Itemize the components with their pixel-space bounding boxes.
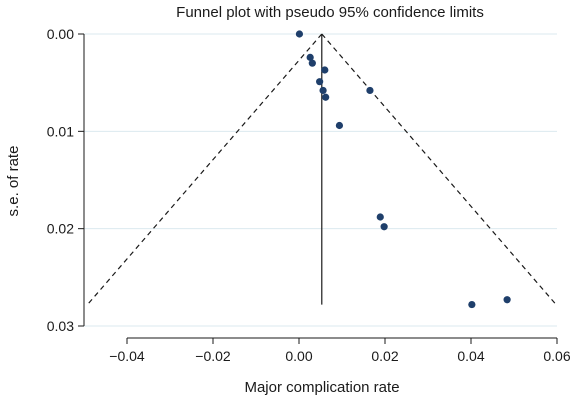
data-point-8	[335, 121, 344, 130]
data-point-10	[380, 223, 388, 231]
x-tick-label-5: 0.06	[543, 348, 570, 364]
x-tick-label-0: −0.04	[109, 348, 145, 364]
axes: 0.00 0.01 0.02 0.03 −0.04 −0.02 0.00 0.02 0.04 0.…	[47, 26, 570, 364]
y-tick-label-1: 0.01	[47, 123, 74, 139]
upper-confidence-limit	[321, 33, 557, 305]
data-point-6	[322, 93, 330, 101]
x-tick-label-1: −0.02	[195, 348, 231, 364]
gridlines	[84, 33, 557, 327]
funnel-lines	[87, 33, 557, 305]
y-tick-label-3: 0.03	[47, 318, 74, 334]
x-axis-label: Major complication rate	[244, 379, 399, 396]
data-point-4	[316, 78, 324, 86]
data-point-9	[376, 213, 384, 221]
lower-confidence-limit	[87, 33, 323, 305]
y-axis-label: s.e. of rate	[5, 146, 22, 217]
y-tick-label-2: 0.02	[47, 221, 74, 237]
data-point-1	[306, 53, 314, 61]
x-tick-label-2: 0.00	[285, 348, 312, 364]
data-point-11	[503, 296, 511, 304]
data-point-2	[308, 59, 316, 67]
data-point-5	[319, 86, 327, 95]
data-point-0	[295, 30, 304, 38]
chart-title: Funnel plot with pseudo 95% confidence l…	[176, 4, 484, 21]
data-points	[295, 30, 511, 309]
data-point-12	[468, 300, 476, 309]
x-tick-label-3: 0.02	[371, 348, 398, 364]
y-tick-label-0: 0.00	[47, 26, 74, 42]
data-point-7	[366, 86, 374, 95]
x-tick-label-4: 0.04	[457, 348, 484, 364]
data-point-3	[321, 66, 329, 74]
